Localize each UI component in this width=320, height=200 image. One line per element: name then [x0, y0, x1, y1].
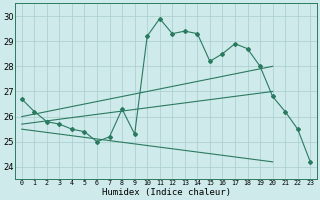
X-axis label: Humidex (Indice chaleur): Humidex (Indice chaleur) — [101, 188, 230, 197]
